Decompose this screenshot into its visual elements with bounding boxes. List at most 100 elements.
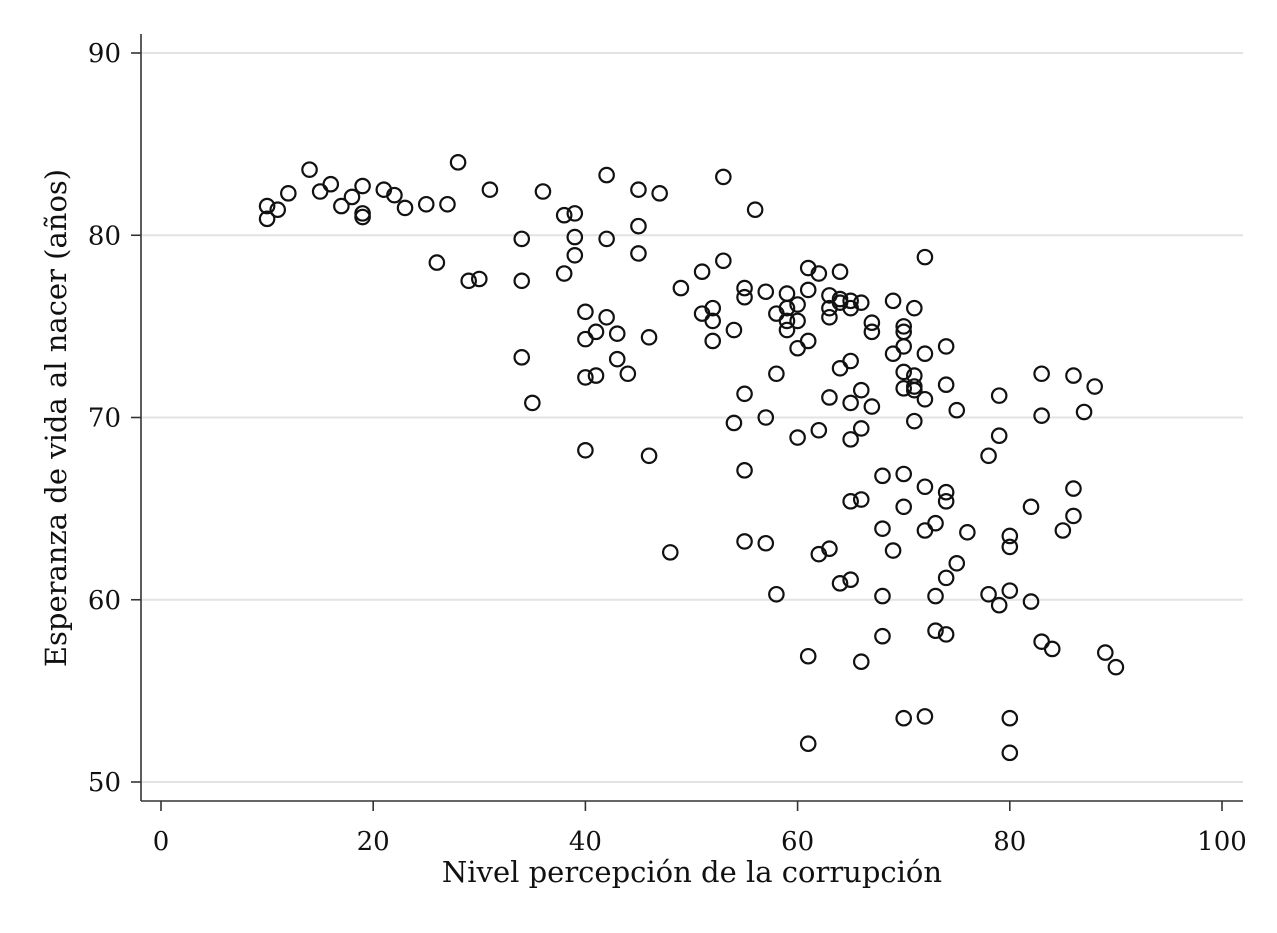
data-point	[343, 188, 361, 206]
data-point	[630, 217, 647, 235]
x-tick-label: 20	[357, 827, 390, 857]
data-point	[768, 365, 785, 383]
data-point	[1107, 658, 1125, 676]
data-point	[640, 329, 658, 346]
data-point	[736, 288, 753, 306]
data-point	[927, 514, 944, 532]
data-point	[1001, 527, 1019, 545]
y-axis-label: Esperanza de vida al nacer (años)	[39, 169, 73, 667]
data-point	[587, 367, 605, 384]
data-point	[852, 294, 870, 311]
data-point	[577, 330, 594, 348]
data-point	[555, 265, 573, 282]
data-point	[948, 554, 966, 572]
data-point	[439, 195, 456, 213]
data-point	[778, 299, 796, 317]
data-point	[937, 493, 955, 510]
data-point	[1001, 744, 1019, 762]
data-point	[661, 544, 679, 561]
data-point	[959, 524, 976, 541]
data-point	[1033, 407, 1050, 424]
data-point	[736, 385, 753, 403]
data-point	[990, 427, 1008, 445]
data-point	[566, 246, 584, 264]
data-point	[884, 345, 902, 363]
data-point	[895, 498, 912, 516]
data-point	[884, 292, 902, 310]
data-point	[746, 201, 764, 219]
data-point	[831, 575, 849, 592]
data-point	[513, 349, 531, 366]
data-point	[842, 292, 859, 310]
data-point	[577, 303, 594, 321]
data-point	[990, 596, 1008, 614]
data-point	[354, 177, 371, 195]
data-point	[821, 540, 838, 558]
data-point	[778, 321, 796, 339]
data-point	[736, 279, 753, 297]
data-point	[715, 168, 732, 186]
data-point	[1033, 365, 1050, 383]
data-point	[937, 376, 955, 393]
data-point	[608, 350, 626, 368]
data-point	[1075, 403, 1093, 421]
data-point	[577, 442, 594, 459]
data-point	[704, 332, 722, 350]
data-point	[587, 323, 605, 341]
data-point	[980, 585, 997, 603]
data-point	[895, 465, 912, 483]
y-tick-label: 60	[88, 586, 121, 616]
data-point	[449, 154, 467, 171]
data-point	[1022, 498, 1040, 516]
data-point	[704, 312, 722, 330]
data-point	[757, 534, 775, 552]
data-point	[566, 228, 584, 246]
data-point	[693, 263, 711, 280]
data-point	[874, 520, 891, 537]
data-point	[311, 183, 329, 200]
data-point	[651, 185, 668, 202]
data-point	[322, 175, 340, 193]
data-point	[704, 299, 722, 317]
data-point	[598, 166, 615, 184]
data-point	[1022, 593, 1040, 610]
data-point	[470, 270, 488, 288]
data-point	[269, 201, 287, 219]
data-point	[937, 338, 955, 355]
data-point	[725, 414, 743, 432]
data-point	[906, 381, 923, 399]
y-tick-label: 80	[88, 221, 121, 251]
data-point	[1065, 367, 1082, 384]
data-point	[884, 542, 902, 559]
data-point	[799, 647, 817, 665]
data-point	[778, 312, 796, 330]
data-point	[566, 205, 584, 222]
data-point	[1001, 582, 1019, 599]
x-tick-label: 40	[569, 827, 602, 857]
data-point	[937, 569, 955, 587]
data-point	[980, 447, 997, 465]
data-point	[354, 208, 371, 226]
data-point	[417, 195, 435, 213]
data-point	[640, 447, 658, 465]
data-point	[906, 412, 923, 430]
data-point	[555, 206, 573, 224]
data-point	[608, 325, 626, 342]
data-point	[842, 571, 859, 589]
data-point	[534, 183, 552, 200]
data-point	[757, 409, 775, 426]
data-point	[725, 321, 743, 339]
data-point	[1054, 522, 1072, 539]
data-point	[863, 398, 881, 415]
data-point	[852, 420, 870, 437]
data-point	[789, 296, 806, 313]
data-point	[1043, 640, 1061, 658]
data-point	[842, 394, 859, 412]
data-point	[948, 401, 966, 419]
data-point	[736, 462, 753, 479]
data-point	[1001, 709, 1019, 727]
data-point	[460, 272, 477, 290]
data-point	[916, 390, 934, 408]
